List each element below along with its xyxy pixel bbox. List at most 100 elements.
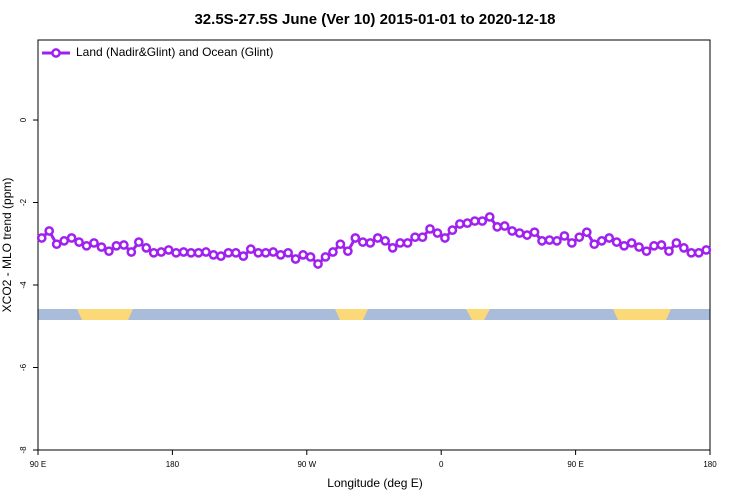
data-point — [380, 236, 391, 246]
data-point — [656, 240, 667, 250]
data-point — [477, 216, 488, 226]
data-point — [529, 227, 540, 238]
data-point — [89, 238, 99, 248]
x-tick-label: 90 E — [30, 460, 46, 469]
data-point — [163, 245, 174, 255]
data-point — [611, 237, 622, 247]
data-point — [626, 238, 637, 248]
data-point — [223, 247, 234, 258]
data-point — [649, 240, 659, 251]
y-tick-label: -2 — [19, 198, 28, 206]
data-point — [74, 237, 84, 247]
data-point — [320, 252, 331, 262]
x-tick-label: 180 — [166, 460, 180, 469]
y-tick-label: 0 — [19, 117, 28, 122]
ocean-band — [38, 309, 710, 320]
data-point — [686, 247, 697, 258]
data-point — [410, 232, 420, 243]
data-point — [275, 250, 286, 260]
x-tick-label: 90 W — [297, 460, 316, 469]
data-point — [81, 240, 92, 251]
data-point — [522, 230, 532, 240]
data-point — [245, 244, 256, 254]
data-point — [201, 247, 211, 257]
data-point — [544, 235, 555, 245]
legend-label: Land (Nadir&Glint) and Ocean (Glint) — [76, 45, 273, 59]
land-ocean-band — [38, 309, 710, 320]
data-point — [671, 238, 682, 248]
data-point — [141, 243, 152, 253]
x-tick-label: 0 — [439, 460, 444, 469]
data-point — [365, 238, 376, 248]
chart-title: 32.5S-27.5S June (Ver 10) 2015-01-01 to … — [194, 11, 555, 28]
y-tick-label: -6 — [19, 363, 28, 371]
data-point — [402, 238, 413, 248]
data-point — [679, 243, 689, 253]
data-point — [231, 247, 241, 258]
data-point — [283, 247, 293, 258]
data-point — [484, 212, 495, 222]
x-axis-label: Longitude (deg E) — [327, 476, 422, 490]
data-point — [104, 246, 114, 257]
y-axis-label: XCO2 - MLO trend (ppm) — [0, 178, 14, 313]
data-point — [343, 246, 353, 257]
data-point — [193, 247, 204, 258]
data-point — [447, 225, 458, 236]
data-point — [260, 247, 271, 258]
data-point — [664, 246, 674, 257]
data-point — [36, 233, 47, 243]
land-band — [77, 309, 133, 320]
data-point — [357, 237, 368, 247]
data-point — [328, 247, 338, 257]
land-band — [335, 309, 368, 320]
data-point — [440, 233, 450, 243]
x-tick-label: 180 — [703, 460, 717, 469]
data-point — [178, 247, 189, 257]
data-point — [66, 233, 77, 243]
data-point — [581, 227, 592, 238]
data-point — [619, 240, 629, 251]
data-point — [290, 254, 301, 264]
data-point — [335, 239, 346, 250]
data-point — [462, 218, 473, 228]
data-point — [492, 222, 503, 232]
data-point — [596, 236, 607, 246]
data-point — [417, 232, 428, 243]
data-point — [701, 245, 712, 255]
data-point — [126, 247, 137, 257]
data-point — [425, 224, 435, 234]
data-point — [238, 251, 249, 261]
data-point — [268, 247, 279, 257]
land-band — [466, 309, 490, 320]
land-band — [613, 309, 671, 320]
data-point — [693, 247, 704, 258]
data-point — [44, 226, 55, 236]
data-point — [216, 251, 226, 261]
data-point — [604, 233, 615, 243]
data-point — [208, 250, 219, 260]
data-point — [298, 250, 308, 260]
x-tick-label: 90 E — [567, 460, 583, 469]
data-point — [641, 246, 652, 257]
data-point — [589, 239, 600, 250]
data-point — [507, 226, 517, 236]
data-point — [537, 236, 547, 246]
data-point — [574, 232, 585, 243]
legend-marker — [51, 48, 61, 58]
data-point — [305, 252, 316, 262]
data-point — [395, 238, 405, 248]
data-point — [499, 221, 510, 231]
data-point — [432, 228, 443, 238]
data-point — [148, 247, 159, 258]
data-point — [119, 240, 129, 250]
data-point — [372, 233, 383, 243]
data-point — [51, 239, 62, 250]
data-point — [96, 242, 107, 252]
y-tick-label: -4 — [19, 281, 28, 289]
y-tick-label: -8 — [19, 446, 28, 454]
data-point — [387, 243, 398, 253]
data-point — [186, 247, 196, 258]
data-point — [350, 233, 361, 243]
data-point — [253, 247, 264, 258]
